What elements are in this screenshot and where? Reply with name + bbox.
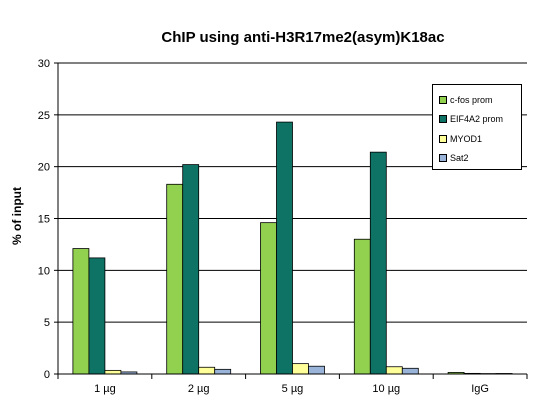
legend-label: MYOD1 <box>450 133 483 144</box>
x-tick-label: IgG <box>471 383 489 395</box>
y-tick-label: 5 <box>44 317 50 329</box>
bar <box>292 363 309 375</box>
y-tick-label: 30 <box>38 58 50 70</box>
bar <box>198 366 216 375</box>
legend-item: MYOD1 <box>439 129 521 149</box>
legend-label: c-fos prom <box>450 94 493 105</box>
bar <box>369 151 387 375</box>
bar <box>72 248 90 375</box>
bar <box>260 222 277 375</box>
y-tick-label: 15 <box>38 214 50 226</box>
legend-swatch <box>439 154 447 163</box>
legend-swatch <box>439 115 447 124</box>
bar <box>166 183 184 375</box>
legend-item: c-fos prom <box>439 90 521 110</box>
legend-item: EIF4A2 prom <box>439 110 521 130</box>
bar <box>214 368 232 375</box>
bar <box>88 257 106 375</box>
legend-label: Sat2 <box>450 153 469 164</box>
y-tick-label: 10 <box>38 265 50 277</box>
x-tick-label: 2 µg <box>188 383 210 395</box>
axes <box>54 62 528 379</box>
chart-title: ChIP using anti-H3R17me2(asym)K18ac <box>161 29 445 46</box>
legend-swatch <box>439 95 447 104</box>
x-tick-labels: 1 µg 2 µg 5 µg 10 µg IgG <box>94 383 489 395</box>
bar <box>353 238 371 375</box>
y-tick-labels: 0 5 10 15 20 25 30 <box>38 58 50 381</box>
bar <box>308 365 325 375</box>
bar <box>104 369 122 375</box>
bar <box>182 164 200 375</box>
x-tick-label: 5 µg <box>282 383 304 395</box>
x-tick-label: 10 µg <box>372 383 400 395</box>
y-axis-label: % of input <box>10 187 24 245</box>
bar <box>401 367 419 375</box>
legend: c-fos prom EIF4A2 prom MYOD1 Sat2 <box>432 84 522 170</box>
legend-item: Sat2 <box>439 149 521 169</box>
legend-label: EIF4A2 prom <box>450 114 504 125</box>
y-tick-label: 20 <box>38 162 50 174</box>
bar <box>276 121 293 375</box>
y-tick-label: 25 <box>38 110 50 122</box>
legend-swatch <box>439 134 447 143</box>
x-tick-label: 1 µg <box>94 383 116 395</box>
y-tick-label: 0 <box>44 369 50 381</box>
bar <box>385 366 403 375</box>
